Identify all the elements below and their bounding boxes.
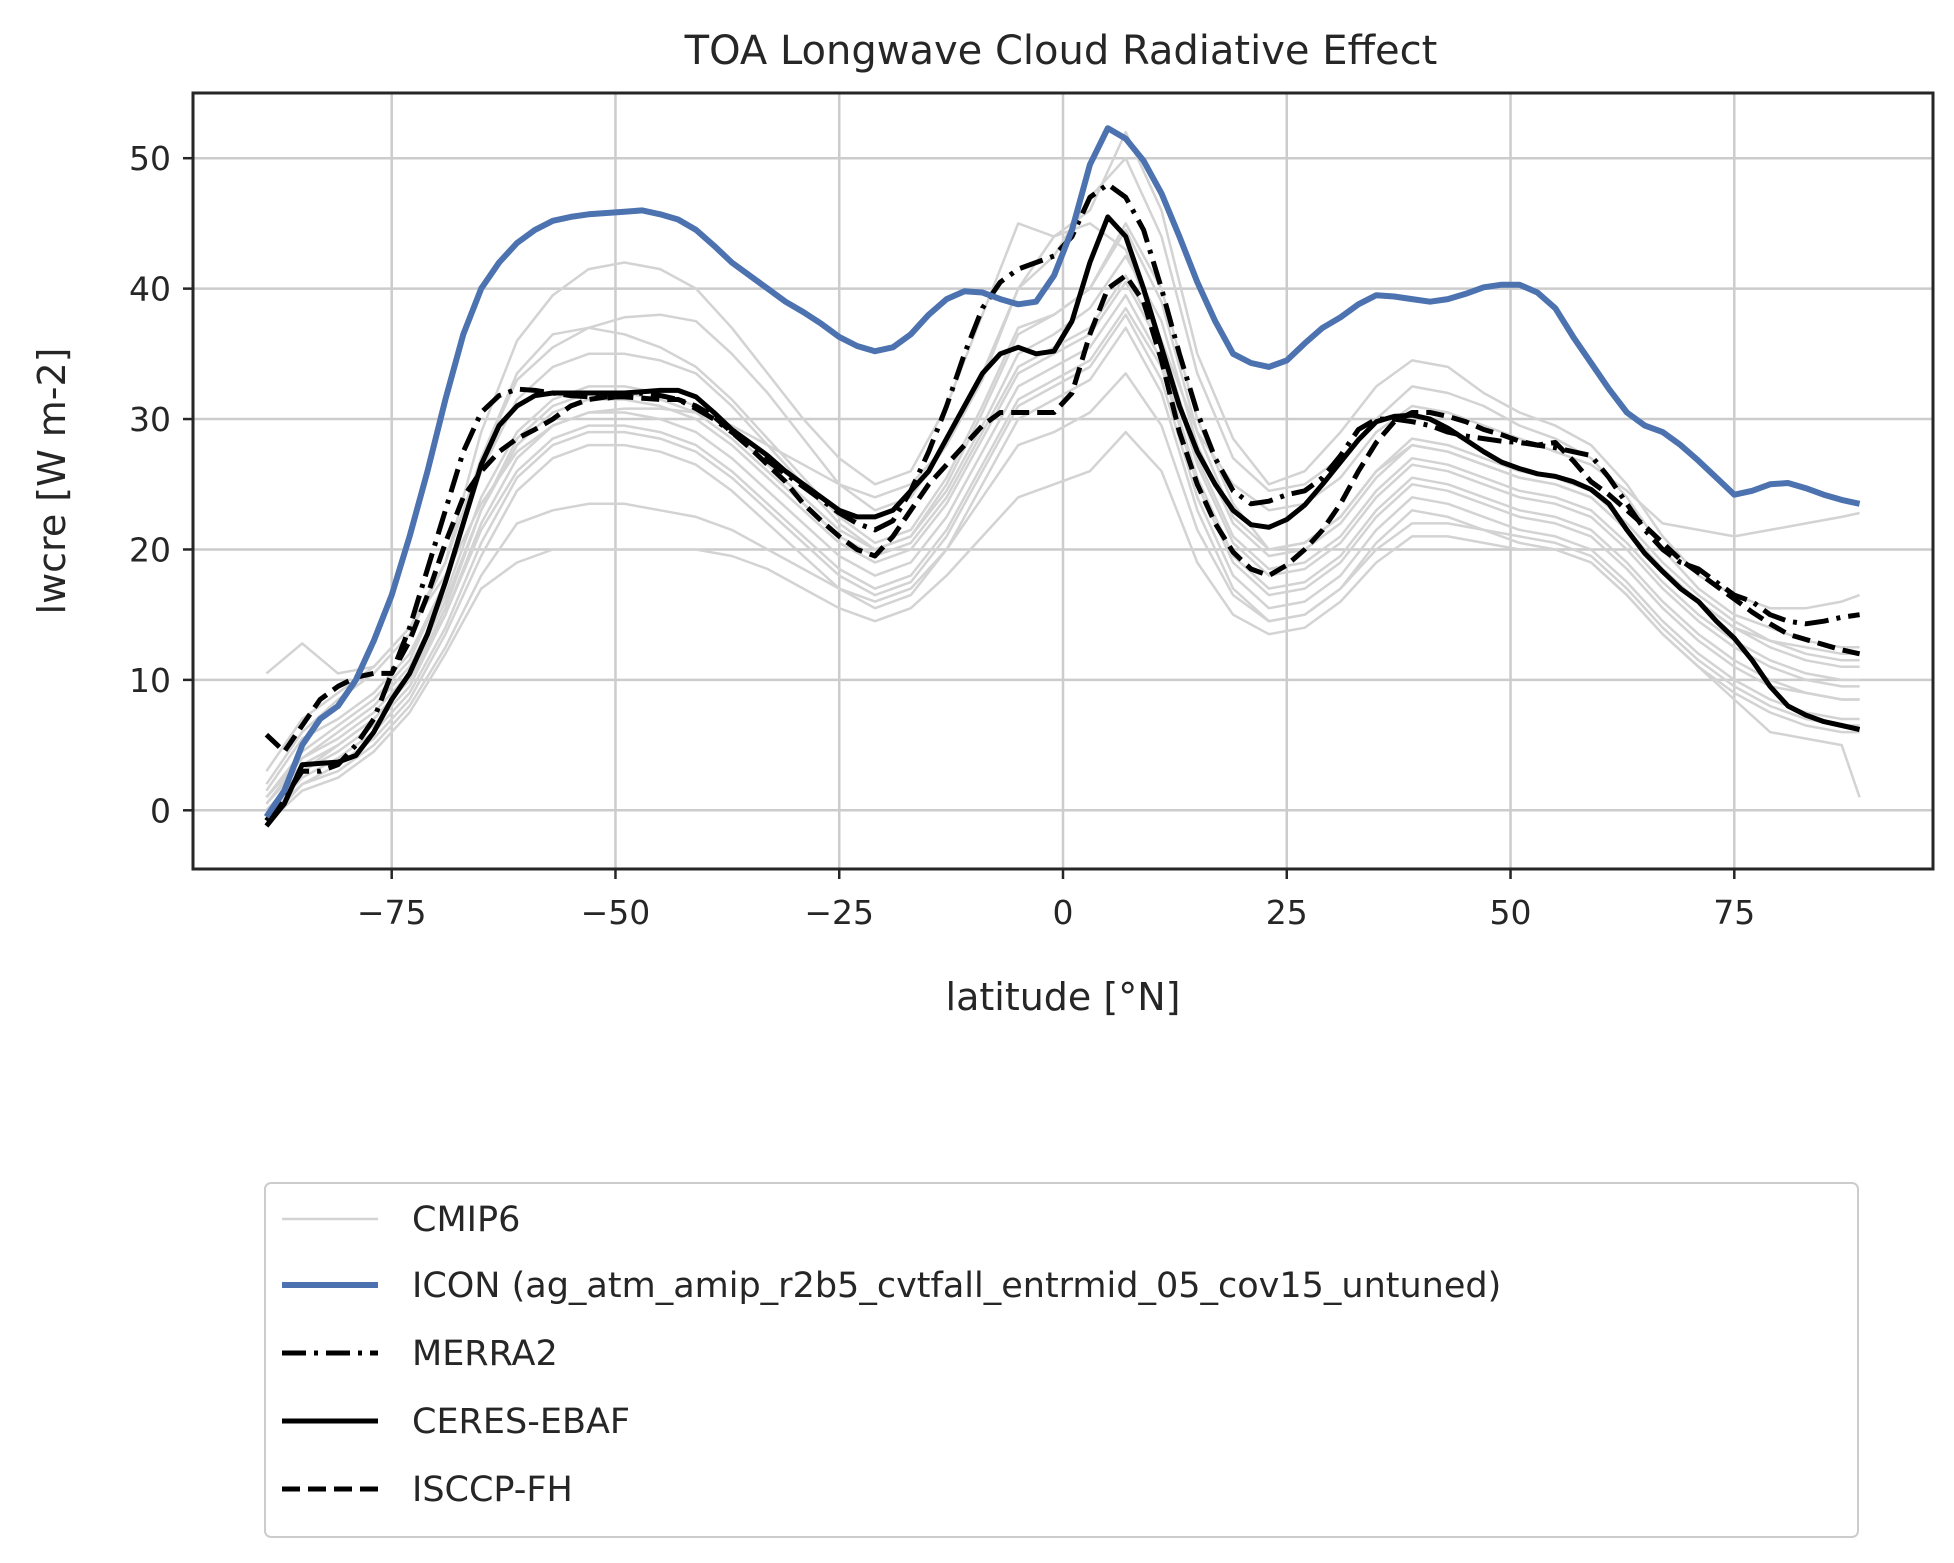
legend-item-icon: ICON (ag_atm_amip_r2b5_cvtfall_entrmid_0… (282, 1266, 1501, 1306)
legend-label-ceres-ebaf: CERES-EBAF (412, 1402, 630, 1442)
series-lines (263, 125, 1861, 828)
legend-box (264, 1182, 1859, 1538)
y-tick-label: 0 (150, 791, 171, 830)
x-axis-label: latitude [°N] (946, 975, 1181, 1019)
series-line-isccp-fh (264, 273, 1861, 755)
y-tick-label: 40 (129, 270, 171, 309)
y-tick-label: 20 (129, 530, 171, 569)
legend-item-merra2: MERRA2 (282, 1334, 558, 1374)
x-tick-label: 75 (1713, 893, 1755, 932)
legend-item-cmip6: CMIP6 (282, 1200, 520, 1240)
legend-label-isccp-fh: ISCCP-FH (412, 1470, 573, 1510)
x-tick-label: 0 (1053, 893, 1074, 932)
y-tick-label: 10 (129, 661, 171, 700)
legend-label-cmip6: CMIP6 (412, 1200, 520, 1240)
legend: CMIP6 ICON (ag_atm_amip_r2b5_cvtfall_ent… (264, 1182, 1859, 1538)
y-axis-label: lwcre [W m-2] (30, 348, 74, 615)
chart-title: TOA Longwave Cloud Radiative Effect (684, 28, 1438, 74)
x-tick-label: 50 (1490, 893, 1532, 932)
series-line-icon (263, 125, 1861, 819)
cmip6-model-line (265, 430, 1861, 825)
legend-item-ceres-ebaf: CERES-EBAF (282, 1402, 630, 1442)
cmip6-model-line (265, 293, 1860, 812)
series-line-ceres-ebaf (264, 214, 1861, 828)
cmip6-model-line (265, 274, 1860, 805)
x-tick-label: −50 (581, 893, 651, 932)
legend-label-icon: ICON (ag_atm_amip_r2b5_cvtfall_entrmid_0… (412, 1266, 1501, 1306)
cmip6-model-line (265, 313, 1860, 818)
legend-item-isccp-fh: ISCCP-FH (282, 1470, 573, 1510)
cmip6-model-line (265, 306, 1860, 812)
x-axis-ticks: −75 −50 −25 0 25 50 75 (357, 869, 1755, 932)
x-tick-label: −75 (357, 893, 427, 932)
y-axis-ticks: 0 10 20 30 40 50 (129, 139, 193, 830)
x-tick-label: 25 (1266, 893, 1308, 932)
x-tick-label: −25 (804, 893, 874, 932)
y-tick-label: 30 (129, 400, 171, 439)
legend-label-merra2: MERRA2 (412, 1334, 558, 1374)
cmip6-model-line (265, 372, 1860, 818)
y-tick-label: 50 (129, 139, 171, 178)
